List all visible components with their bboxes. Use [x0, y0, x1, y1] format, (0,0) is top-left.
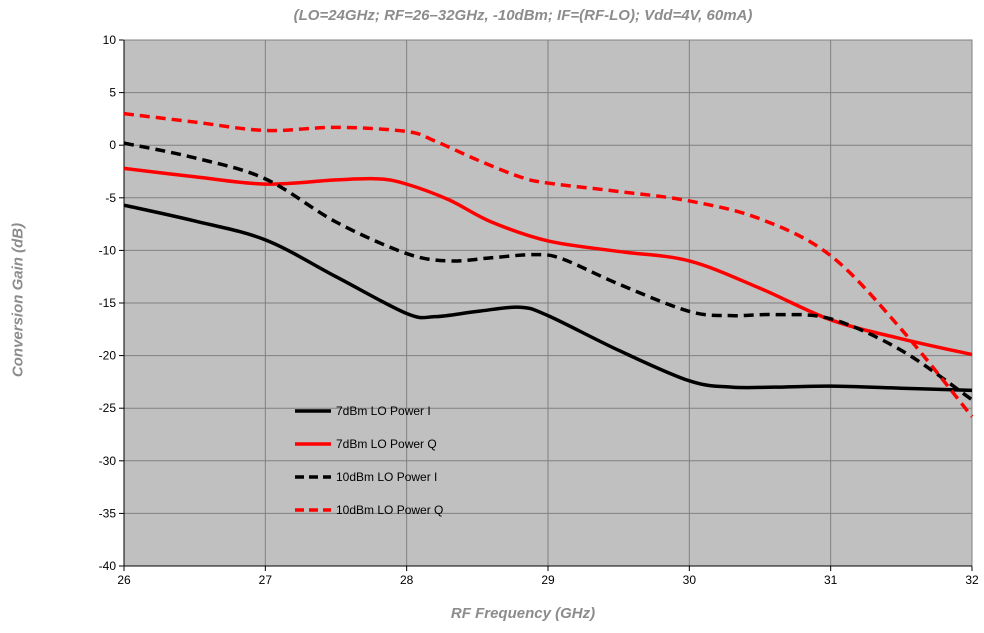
- x-tick-label: 26: [117, 573, 131, 587]
- series-line-3: [124, 141, 974, 402]
- y-tick-label: -20: [99, 349, 117, 363]
- x-tick-label: 32: [965, 573, 979, 587]
- x-tick-label: 29: [541, 573, 555, 587]
- x-tick-label: 28: [400, 573, 414, 587]
- legend-label-3: 10dBm LO Power I: [336, 470, 437, 484]
- chart-title: (LO=24GHz; RF=26–32GHz, -10dBm; IF=(RF-L…: [293, 7, 753, 24]
- legend-label-1: 7dBm LO Power I: [336, 404, 431, 418]
- y-tick-label: 0: [109, 138, 116, 152]
- y-tick-label: 5: [109, 86, 116, 100]
- y-axis-label: Conversion Gain (dB): [9, 222, 27, 378]
- y-tick-label: -25: [99, 401, 117, 415]
- legend-label-4: 10dBm LO Power Q: [336, 503, 443, 517]
- x-tick-label: 27: [259, 573, 273, 587]
- x-tick-label: 30: [683, 573, 697, 587]
- legend-label-2: 7dBm LO Power Q: [336, 437, 437, 451]
- series-line-4: [124, 111, 974, 418]
- y-tick-label: -30: [99, 454, 117, 468]
- x-axis-label: RF Frequency (GHz): [450, 605, 596, 622]
- y-tick-label: -35: [99, 506, 117, 520]
- y-tick-label: -10: [99, 243, 117, 257]
- y-tick-label: -5: [105, 191, 116, 205]
- x-tick-label: 31: [824, 573, 838, 587]
- y-tick-label: -15: [99, 296, 117, 310]
- y-tick-label: -40: [99, 559, 117, 573]
- y-tick-label: 10: [103, 33, 117, 47]
- series-line-1: [124, 203, 973, 393]
